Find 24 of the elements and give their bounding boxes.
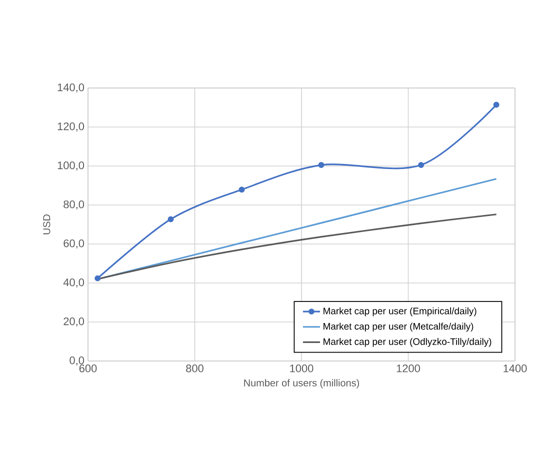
x-tick-label: 1400 <box>504 364 527 372</box>
y-tick-label: 20,0 <box>64 317 84 327</box>
legend-label: Market cap per user (Empirical/daily) <box>324 307 476 316</box>
point <box>94 275 101 282</box>
y-tick-label: 100,0 <box>58 161 84 171</box>
y-tick-label: 40,0 <box>63 278 84 288</box>
x-tick-label: 600 <box>79 364 97 372</box>
x-tick-label: 1000 <box>290 364 314 372</box>
y-tick-label: 60,0 <box>64 239 84 249</box>
point <box>238 186 245 193</box>
point <box>168 216 174 222</box>
y-tick-label: 80,0 <box>64 200 84 210</box>
y-tick-label: 120,0 <box>58 122 84 132</box>
point <box>418 162 424 168</box>
point <box>318 162 324 168</box>
y-tick-label: 140,0 <box>58 83 84 93</box>
x-axis-title: Number of users (millions) <box>244 379 359 388</box>
x-tick-label: 1200 <box>396 364 420 372</box>
point <box>493 102 500 108</box>
y-axis-title: USD <box>43 214 50 234</box>
y-tick-label: 0,0 <box>70 356 84 366</box>
legend-label: Market cap per user (Odlyzko-Tilly/daily) <box>324 338 492 347</box>
legend-label: Market cap per user (Metcalfe/daily) <box>324 322 474 332</box>
x-tick-label: 800 <box>186 364 204 372</box>
